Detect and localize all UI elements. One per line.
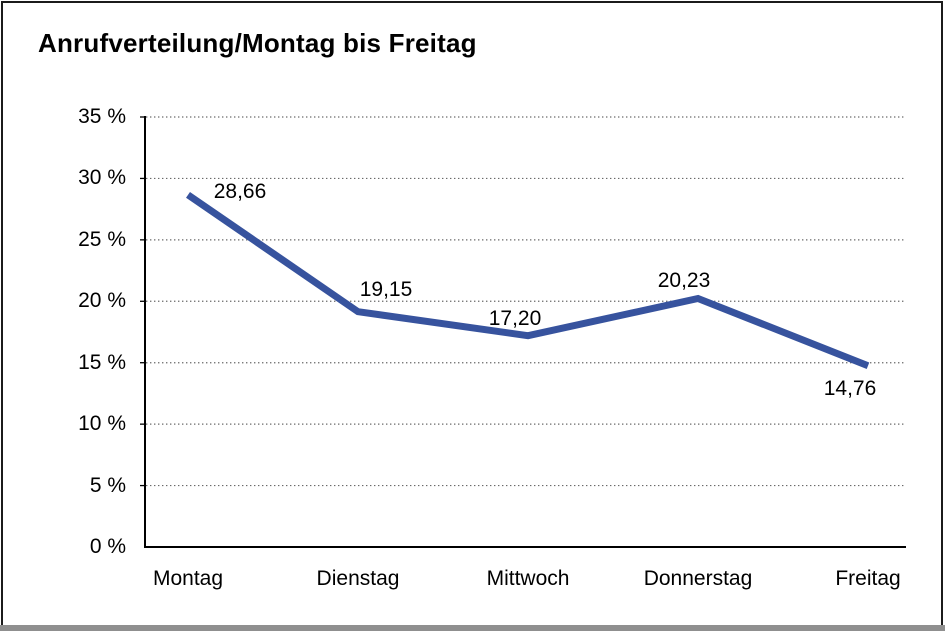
data-point-label: 19,15 [359, 277, 413, 301]
x-category-label: Donnerstag [643, 567, 753, 590]
y-tick-label: 15 % [78, 350, 126, 374]
chart-title: Anrufverteilung/Montag bis Freitag [38, 28, 477, 58]
y-tick-label: 25 % [78, 227, 126, 251]
data-point-label: 20,23 [657, 269, 711, 293]
x-category-label: Freitag [835, 567, 901, 590]
data-point-label: 14,76 [823, 376, 877, 400]
x-category-label: Mittwoch [486, 567, 570, 590]
y-tick-label: 0 % [89, 535, 126, 558]
y-tick-label: 20 % [78, 289, 126, 313]
x-category-label: Dienstag [316, 567, 400, 590]
x-category-label: Montag [152, 567, 224, 590]
y-tick-label: 10 % [78, 412, 126, 436]
data-point-label: 28,66 [213, 179, 267, 203]
y-tick-label: 35 % [78, 105, 126, 128]
data-point-label: 17,20 [488, 306, 542, 330]
y-tick-label: 30 % [78, 166, 126, 190]
data-series-line [186, 192, 870, 369]
bottom-shadow-bar [0, 625, 945, 631]
y-tick-label: 5 % [89, 473, 126, 497]
